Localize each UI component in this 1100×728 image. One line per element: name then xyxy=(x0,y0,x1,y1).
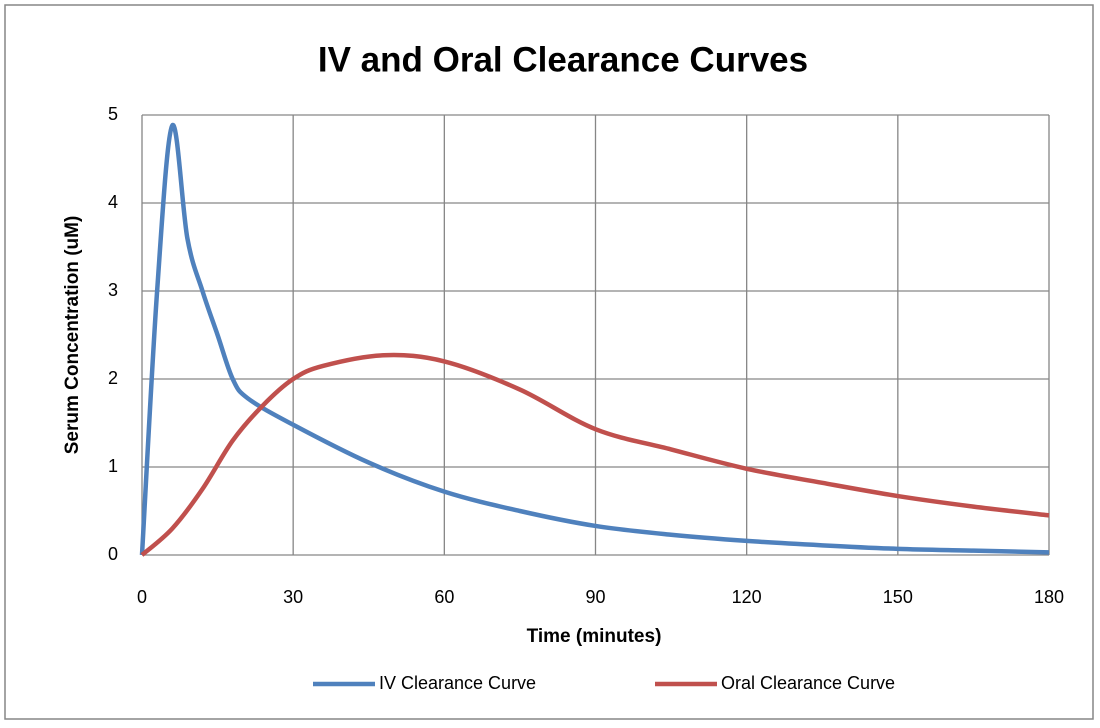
series-line xyxy=(140,352,1050,557)
x-tick-label: 60 xyxy=(434,587,454,607)
legend-label: IV Clearance Curve xyxy=(379,673,536,693)
x-tick-label: 150 xyxy=(883,587,913,607)
y-tick-label: 5 xyxy=(108,104,118,124)
chart-title: IV and Oral Clearance Curves xyxy=(318,40,808,79)
series-line xyxy=(139,123,1050,556)
x-tick-label: 0 xyxy=(137,587,147,607)
x-tick-label: 120 xyxy=(732,587,762,607)
y-axis-title: Serum Concentration (uM) xyxy=(62,216,83,455)
y-tick-label: 1 xyxy=(108,456,118,476)
x-axis-title: Time (minutes) xyxy=(527,626,662,647)
y-tick-label: 3 xyxy=(108,280,118,300)
x-tick-label: 180 xyxy=(1034,587,1064,607)
y-tick-label: 0 xyxy=(108,544,118,564)
chart-border xyxy=(4,4,1094,720)
x-tick-label: 90 xyxy=(585,587,605,607)
x-tick-label: 30 xyxy=(283,587,303,607)
legend-label: Oral Clearance Curve xyxy=(721,673,895,693)
y-tick-label: 2 xyxy=(108,368,118,388)
y-tick-label: 4 xyxy=(108,192,118,212)
